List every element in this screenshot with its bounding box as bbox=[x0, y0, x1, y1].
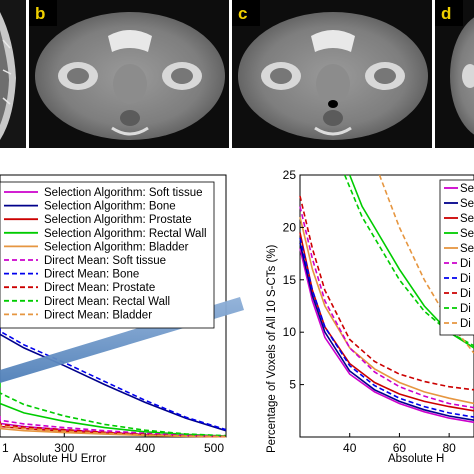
right-legend-label-6: Di bbox=[460, 273, 471, 285]
right-legend-label-5: Di bbox=[460, 258, 471, 270]
right-legend-label-1: Se bbox=[460, 198, 474, 210]
right-y-tick-label-1: 10 bbox=[283, 325, 297, 339]
right-series-line-0 bbox=[299, 248, 474, 424]
left-series-line-5 bbox=[0, 416, 227, 438]
left-chart-x-label: Absolute HU Error bbox=[13, 453, 106, 465]
left-chart-legend: Selection Algorithm: Soft tissue Selectio… bbox=[4, 187, 207, 321]
right-chart-y-ticks: 5 10 15 20 25 bbox=[283, 168, 304, 392]
right-y-tick-label-3: 20 bbox=[283, 220, 297, 234]
left-chart: 1200300400500 Absolute HU Error Selectio… bbox=[0, 174, 244, 465]
left-x-tick-label-2: 400 bbox=[135, 441, 155, 455]
left-legend-label-5: Direct Mean: Soft tissue bbox=[44, 255, 166, 267]
right-chart-x-ticks: 40 60 80 bbox=[343, 433, 456, 455]
left-legend-label-8: Direct Mean: Rectal Wall bbox=[44, 296, 170, 308]
ct-panel-b: b bbox=[29, 0, 229, 148]
right-y-tick-label-2: 15 bbox=[283, 273, 297, 287]
panel-letter-d: d bbox=[441, 4, 451, 23]
right-legend-label-7: Di bbox=[460, 288, 471, 300]
right-x-tick-label-1: 60 bbox=[393, 441, 407, 455]
ct-panel-c: c bbox=[232, 0, 432, 148]
left-legend-label-7: Direct Mean: Prostate bbox=[44, 282, 155, 294]
right-series-line-1 bbox=[299, 242, 474, 421]
right-x-tick-label-0: 40 bbox=[343, 441, 357, 455]
right-y-tick-label-0: 5 bbox=[289, 378, 296, 392]
left-chart-x-ticks: 1200300400500 bbox=[2, 433, 227, 455]
left-x-tick-label-partial: 1 bbox=[2, 441, 9, 455]
panel-letter-b: b bbox=[35, 4, 45, 23]
left-series-line-4 bbox=[0, 426, 227, 438]
right-series-line-7 bbox=[299, 195, 474, 391]
panel-letter-c: c bbox=[238, 4, 247, 23]
left-legend-label-6: Direct Mean: Bone bbox=[44, 269, 139, 281]
right-legend-label-4: Se bbox=[460, 243, 474, 255]
ct-panel-a-cropped bbox=[0, 0, 26, 148]
left-series-line-1 bbox=[0, 329, 227, 432]
right-legend-label-0: Se bbox=[460, 183, 474, 195]
right-series-line-5 bbox=[299, 206, 474, 409]
left-legend-label-0: Selection Algorithm: Soft tissue bbox=[44, 187, 203, 199]
right-series-line-4 bbox=[299, 216, 474, 405]
left-chart-series bbox=[0, 325, 227, 438]
right-legend-label-8: Di bbox=[460, 303, 471, 315]
left-x-tick-label-3: 500 bbox=[204, 441, 224, 455]
left-x-tick-label-1: 300 bbox=[54, 441, 74, 455]
left-legend-label-2: Selection Algorithm: Prostate bbox=[44, 214, 192, 226]
right-chart-y-label: Percentage of Voxels of All 10 S-CTs (%) bbox=[266, 244, 278, 453]
ct-image-strip: b c d bbox=[0, 0, 474, 148]
left-legend-label-4: Selection Algorithm: Bladder bbox=[44, 241, 189, 253]
right-legend-label-2: Se bbox=[460, 213, 474, 225]
right-chart-legend-box bbox=[439, 179, 474, 336]
right-series-line-6 bbox=[299, 237, 474, 418]
right-chart-x-label: Absolute H bbox=[388, 453, 444, 465]
left-legend-label-9: Direct Mean: Bladder bbox=[44, 309, 152, 321]
left-series-line-8 bbox=[0, 382, 227, 437]
right-legend-label-3: Se bbox=[460, 228, 474, 240]
right-chart: Percentage of Voxels of All 10 S-CTs (%)… bbox=[266, 168, 474, 465]
right-legend-label-9: Di bbox=[460, 318, 471, 330]
right-y-tick-label-4: 25 bbox=[283, 168, 297, 182]
left-legend-label-3: Selection Algorithm: Rectal Wall bbox=[44, 228, 207, 240]
right-chart-legend: Se Se Se Se Se Di Di Di Di Di bbox=[444, 183, 474, 330]
left-legend-label-1: Selection Algorithm: Bone bbox=[44, 201, 176, 213]
ct-panel-d-cropped: d bbox=[435, 0, 474, 148]
left-series-line-6 bbox=[0, 325, 227, 431]
right-x-tick-label-2: 80 bbox=[442, 441, 456, 455]
